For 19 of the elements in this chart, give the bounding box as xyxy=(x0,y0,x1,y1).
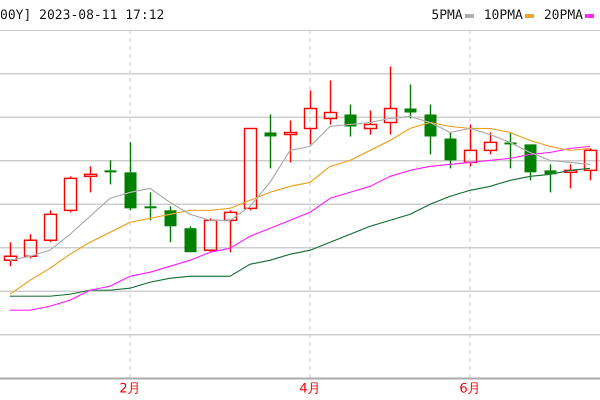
candlestick xyxy=(4,242,18,267)
candlestick xyxy=(464,124,478,168)
candlestick xyxy=(364,110,378,136)
legend-label: 20PMA xyxy=(544,8,583,23)
x-tick-label: 4月 xyxy=(299,382,321,397)
candlestick xyxy=(484,132,498,156)
x-tick-label: 2月 xyxy=(119,382,141,397)
candlestick xyxy=(384,66,398,136)
candlestick xyxy=(304,90,318,146)
legend-label: 10PMA xyxy=(484,8,523,23)
candlestick xyxy=(564,164,578,190)
candlestick xyxy=(284,120,298,164)
candlestick xyxy=(324,80,338,126)
candlestick xyxy=(584,148,598,182)
chart-title: 00Y] 2023-08-11 17:12 xyxy=(0,8,164,23)
legend-label: 5PMA xyxy=(431,8,463,23)
x-tick-label: 6月 xyxy=(459,382,481,397)
candlestick xyxy=(224,210,238,254)
candlestick xyxy=(84,166,98,194)
